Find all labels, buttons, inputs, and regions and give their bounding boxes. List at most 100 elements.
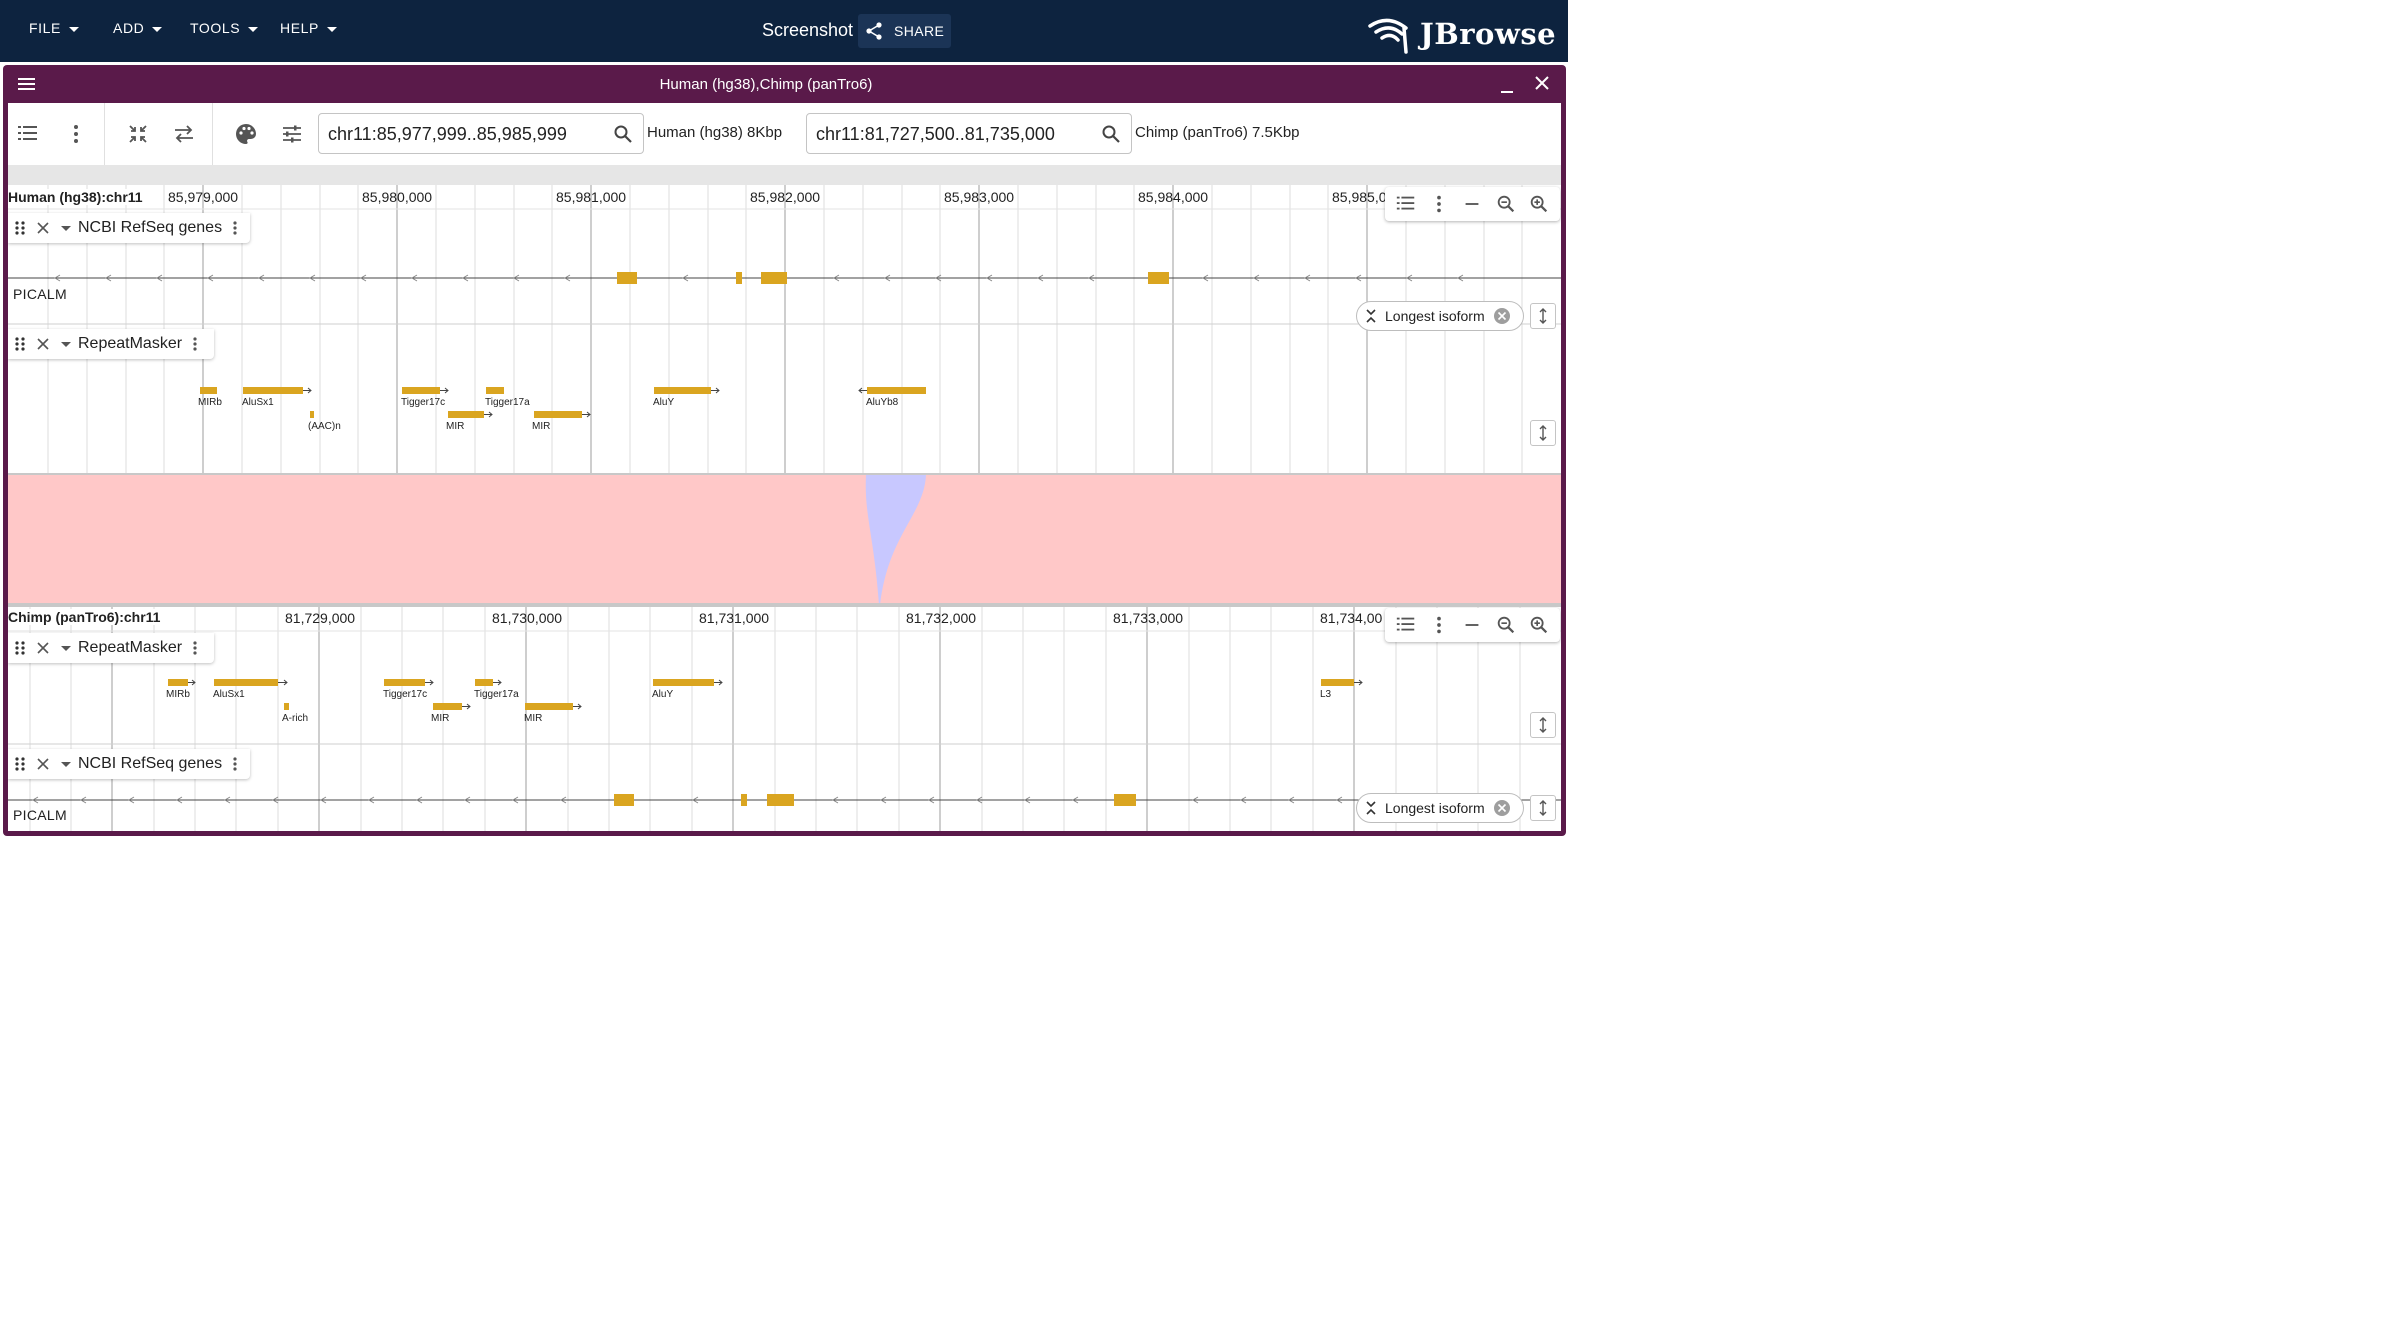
close-track-icon[interactable] bbox=[36, 757, 50, 771]
ruler-tick-label: 85,985,0 bbox=[1332, 189, 1387, 205]
repeat-feature-label[interactable]: AluY bbox=[653, 397, 675, 408]
track-height-button[interactable] bbox=[1530, 420, 1556, 446]
minus-icon[interactable] bbox=[1461, 614, 1483, 636]
repeat-feature-label[interactable]: MIRb bbox=[198, 397, 222, 408]
repeat-feature-label[interactable]: MIR bbox=[431, 713, 450, 724]
hamburger-menu-icon[interactable] bbox=[17, 75, 37, 93]
chip-delete-icon[interactable] bbox=[1493, 307, 1511, 325]
repeat-feature-label[interactable]: MIRb bbox=[166, 689, 190, 700]
repeat-feature-label[interactable]: (AAC)n bbox=[308, 421, 341, 432]
more-options-icon[interactable] bbox=[1428, 193, 1450, 215]
ruler-tick-label: 85,981,000 bbox=[556, 189, 627, 205]
caret-down-icon[interactable] bbox=[60, 642, 72, 654]
track-height-button[interactable] bbox=[1530, 712, 1556, 738]
human-location-text[interactable]: chr11:85,977,999..85,985,999 bbox=[328, 124, 567, 144]
caret-down-icon bbox=[68, 26, 79, 32]
track-selector-icon[interactable] bbox=[16, 122, 40, 146]
human-location-input[interactable]: chr11:85,977,999..85,985,999 bbox=[318, 113, 644, 154]
session-title[interactable]: Screenshot bbox=[762, 20, 854, 40]
caret-down-icon[interactable] bbox=[60, 222, 72, 234]
palette-icon[interactable] bbox=[234, 122, 258, 146]
chimp-location-input[interactable]: chr11:81,727,500..81,735,000 bbox=[806, 113, 1132, 154]
swap-icon[interactable] bbox=[172, 122, 196, 146]
track-menu-icon[interactable] bbox=[192, 640, 198, 656]
track-height-button[interactable] bbox=[1530, 795, 1556, 821]
search-icon[interactable] bbox=[613, 124, 633, 144]
chimp-exons bbox=[614, 794, 1136, 806]
repeat-feature-label[interactable]: Tigger17a bbox=[485, 397, 530, 408]
human-repeatmasker-track-header: RepeatMasker bbox=[8, 329, 214, 359]
logo-text: JBrowse bbox=[1420, 17, 1557, 51]
more-options-icon[interactable] bbox=[1428, 614, 1450, 636]
chimp-assembly-label: Chimp (panTro6) 7.5Kbp bbox=[1135, 124, 1300, 141]
minus-icon[interactable] bbox=[1461, 193, 1483, 215]
repeat-feature-label[interactable]: AluYb8 bbox=[866, 397, 899, 408]
repeat-feature-label[interactable]: AluY bbox=[652, 689, 674, 700]
drag-handle-icon[interactable] bbox=[14, 220, 26, 236]
drag-handle-icon[interactable] bbox=[14, 756, 26, 772]
track-menu-icon[interactable] bbox=[232, 220, 238, 236]
track-height-button[interactable] bbox=[1530, 303, 1556, 329]
view-title[interactable]: Human (hg38),Chimp (panTro6) bbox=[659, 76, 873, 93]
vertical-arrows-icon bbox=[1539, 308, 1547, 324]
zoom-out-icon[interactable] bbox=[1495, 193, 1517, 215]
tools-menu[interactable]: TOOLS bbox=[190, 20, 259, 36]
zoom-in-icon[interactable] bbox=[1528, 193, 1550, 215]
repeat-feature-label[interactable]: AluSx1 bbox=[213, 689, 245, 700]
view-body: chr11:85,977,999..85,985,999 Human (hg38… bbox=[8, 103, 1561, 831]
synteny-inversion[interactable] bbox=[8, 475, 1561, 605]
chimp-location-text[interactable]: chr11:81,727,500..81,735,000 bbox=[816, 124, 1055, 144]
search-icon[interactable] bbox=[1101, 124, 1121, 144]
track-list-icon[interactable] bbox=[1395, 193, 1417, 215]
chimp-ruler-title[interactable]: Chimp (panTro6):chr11 bbox=[8, 609, 165, 625]
caret-down-icon bbox=[152, 26, 163, 32]
add-menu[interactable]: ADD bbox=[113, 20, 163, 36]
vertical-arrows-icon bbox=[1539, 800, 1547, 816]
ruler-tick-label: 81,734,00 bbox=[1320, 610, 1383, 626]
synteny-track[interactable] bbox=[8, 475, 1561, 605]
vertical-arrows-icon bbox=[1539, 425, 1547, 441]
ruler-tick-label: 81,732,000 bbox=[906, 610, 977, 626]
repeat-feature-label[interactable]: Tigger17a bbox=[474, 689, 519, 700]
minimize-icon[interactable] bbox=[1499, 79, 1515, 95]
collapse-arrows-icon bbox=[1366, 309, 1376, 323]
help-menu[interactable]: HELP bbox=[280, 20, 337, 36]
caret-down-icon bbox=[248, 26, 259, 32]
chimp-repeatmasker-track-header: RepeatMasker bbox=[8, 633, 214, 663]
zoom-in-icon[interactable] bbox=[1528, 614, 1550, 636]
repeat-feature-label[interactable]: Tigger17c bbox=[383, 689, 428, 700]
file-menu-label: FILE bbox=[29, 20, 61, 36]
close-track-icon[interactable] bbox=[36, 221, 50, 235]
caret-down-icon[interactable] bbox=[60, 758, 72, 770]
drag-handle-icon[interactable] bbox=[14, 640, 26, 656]
repeat-feature-label[interactable]: Tigger17c bbox=[401, 397, 446, 408]
chip-label: Longest isoform bbox=[1385, 800, 1485, 816]
close-track-icon[interactable] bbox=[36, 641, 50, 655]
repeat-feature-label[interactable]: MIR bbox=[532, 421, 551, 432]
caret-down-icon[interactable] bbox=[60, 338, 72, 350]
track-menu-icon[interactable] bbox=[232, 756, 238, 772]
human-ruler-title[interactable]: Human (hg38):chr11 bbox=[8, 189, 147, 205]
repeat-feature-label[interactable]: L3 bbox=[1320, 689, 1332, 700]
track-list-icon[interactable] bbox=[1395, 614, 1417, 636]
longest-isoform-chip[interactable]: Longest isoform bbox=[1356, 301, 1524, 331]
repeat-feature-label[interactable]: A-rich bbox=[282, 713, 309, 724]
track-menu-icon[interactable] bbox=[192, 336, 198, 352]
close-track-icon[interactable] bbox=[36, 337, 50, 351]
repeat-feature-label[interactable]: MIR bbox=[446, 421, 465, 432]
gene-label[interactable]: PICALM bbox=[13, 286, 67, 302]
zoom-out-icon[interactable] bbox=[1495, 614, 1517, 636]
repeat-feature-label[interactable]: AluSx1 bbox=[242, 397, 274, 408]
close-view-icon[interactable] bbox=[1534, 75, 1550, 91]
gene-label[interactable]: PICALM bbox=[13, 807, 67, 823]
longest-isoform-chip[interactable]: Longest isoform bbox=[1356, 793, 1524, 823]
repeat-feature-label[interactable]: MIR bbox=[524, 713, 543, 724]
drag-handle-icon[interactable] bbox=[14, 336, 26, 352]
chip-delete-icon[interactable] bbox=[1493, 799, 1511, 817]
share-button[interactable]: SHARE bbox=[858, 14, 951, 48]
more-options-icon[interactable] bbox=[64, 122, 88, 146]
collapse-icon[interactable] bbox=[126, 122, 150, 146]
jbrowse-logo: JBrowse bbox=[1366, 14, 1556, 54]
file-menu[interactable]: FILE bbox=[29, 20, 79, 36]
settings-sliders-icon[interactable] bbox=[280, 122, 304, 146]
